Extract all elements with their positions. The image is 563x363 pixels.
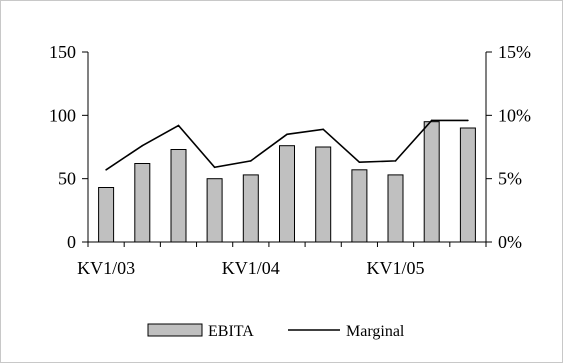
point-marginal-11	[467, 119, 469, 122]
right-tick-label-0: 0%	[498, 232, 522, 252]
legend: EBITA Marginal	[147, 323, 405, 340]
axes: 0 50 100 150 0% 5% 10% 15% KV1/03 KV1/04 KV1/05	[49, 42, 531, 278]
plot-area	[98, 119, 476, 243]
legend-swatch-ebita	[147, 323, 203, 337]
right-tick-label-5: 5%	[498, 169, 522, 189]
point-marginal-1	[105, 169, 107, 171]
bar-ebita-7	[315, 146, 332, 243]
point-marginal-10	[430, 119, 433, 122]
point-marginal-9	[394, 160, 397, 162]
bar-ebita-2	[134, 163, 151, 243]
x-tick-label-2: KV1/04	[222, 258, 280, 278]
point-marginal-2	[141, 144, 144, 147]
left-tick-label-50: 50	[58, 169, 76, 189]
point-marginal-7	[322, 128, 325, 131]
bar-ebita-3	[170, 149, 187, 243]
bar-ebita-6	[279, 145, 295, 243]
bar-ebita-10	[423, 121, 440, 243]
left-tick-label-100: 100	[49, 105, 76, 125]
left-tick-label-150: 150	[49, 42, 76, 62]
legend-label-marginal: Marginal	[346, 323, 405, 340]
bar-ebita-4	[206, 178, 223, 243]
bar-ebita-1	[98, 187, 115, 243]
legend-label-ebita: EBITA	[208, 323, 254, 340]
left-tick-label-0: 0	[67, 232, 76, 252]
right-tick-label-15: 15%	[498, 42, 531, 62]
bar-ebita-9	[387, 174, 404, 243]
x-tick-label-1: KV1/03	[77, 258, 135, 278]
bar-ebita-8	[351, 169, 368, 243]
bar-ebita-5	[242, 174, 259, 243]
point-marginal-4	[213, 166, 216, 169]
point-marginal-8	[358, 161, 361, 163]
x-tick-label-3: KV1/05	[367, 258, 425, 278]
right-tick-label-10: 10%	[498, 105, 531, 125]
point-marginal-5	[250, 160, 252, 162]
bar-ebita-11	[459, 127, 476, 243]
point-marginal-6	[286, 133, 288, 136]
point-marginal-3	[177, 124, 180, 127]
